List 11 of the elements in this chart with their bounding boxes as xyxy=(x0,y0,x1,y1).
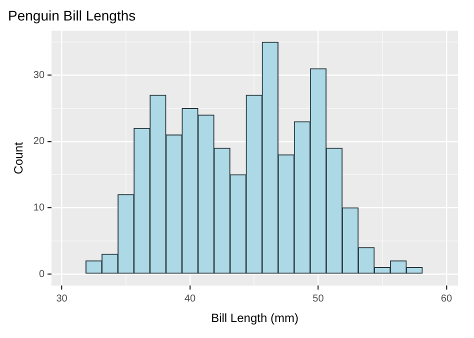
y-tick-label: 20 xyxy=(33,136,45,148)
y-tick-label: 10 xyxy=(33,202,45,214)
chart-title: Penguin Bill Lengths xyxy=(8,7,136,24)
x-tick-label: 60 xyxy=(440,293,452,304)
y-axis-title: Count xyxy=(12,142,26,174)
x-axis-title: Bill Length (mm) xyxy=(211,311,298,326)
y-tick-label: 30 xyxy=(33,70,45,81)
x-tick-label: 30 xyxy=(56,293,68,304)
x-tick-label: 50 xyxy=(312,293,324,304)
x-tick-label: 40 xyxy=(184,293,196,304)
y-tick-label: 0 xyxy=(38,268,45,280)
